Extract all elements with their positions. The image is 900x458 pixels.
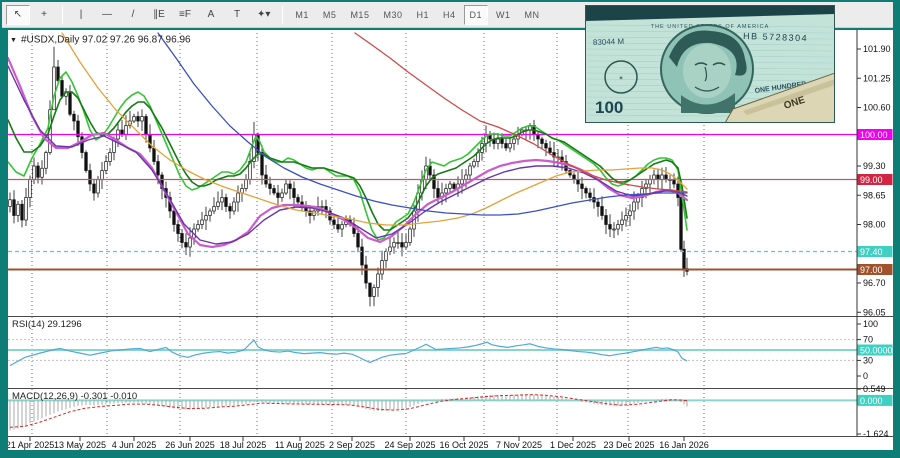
time-axis: 21 Apr 2025 13 May 2025 4 Jun 2025 26 Jun 2… — [8, 436, 709, 450]
timeframe-m1-button[interactable]: M1 — [295, 9, 309, 20]
price-axis: 101.90 101.25 100.60 99.30 98.65 98.00 96.70 96… — [857, 44, 893, 317]
date-label: 13 May 2025 — [54, 440, 106, 450]
price-chart[interactable]: RSI(14) 29.1296 MACD(12,26,9) -0.301 -0.0… — [8, 30, 893, 450]
price-tick-label: 101.25 — [863, 73, 891, 83]
bill-denomination-text: 100 — [595, 98, 623, 117]
symbol-dropdown-icon[interactable]: ▼ — [10, 37, 17, 44]
date-label: 23 Dec 2025 — [603, 440, 654, 450]
price-highlight-label: 100.00 — [860, 130, 888, 140]
price-highlight-label: 0.000 — [860, 396, 883, 406]
price-tick-label: 96.70 — [863, 278, 886, 288]
price-tick-label: 100.60 — [863, 103, 891, 113]
bill-serial-number: HB 5728304 — [743, 31, 808, 43]
date-label: 16 Jan 2026 — [659, 440, 709, 450]
chart-area[interactable]: RSI(14) 29.1296 MACD(12,26,9) -0.301 -0.0… — [8, 30, 893, 450]
svg-text:70: 70 — [863, 335, 873, 345]
date-label: 2 Sep 2025 — [329, 440, 375, 450]
date-label: 11 Aug 2025 — [275, 440, 325, 450]
indicator-axis: 100 70 30 0 50.0000 0.549 -1.624 0.000 — [857, 319, 893, 439]
macd-panel: MACD(12,26,9) -0.301 -0.010 — [8, 391, 857, 431]
price-tick-label: 101.90 — [863, 44, 891, 54]
svg-text:0.549: 0.549 — [863, 384, 886, 394]
fibonacci-tool-button[interactable]: ≡F — [179, 9, 191, 20]
rsi-line — [9, 339, 688, 367]
timeframe-d1-button[interactable]: D1 — [463, 4, 489, 25]
ma-blue — [157, 32, 688, 216]
svg-text:30: 30 — [863, 355, 873, 365]
symbol-ohlc-title: #USDX,Daily 97.02 97.26 96.87 96.96 — [21, 35, 191, 46]
price-tick-label: 98.65 — [863, 190, 886, 200]
crosshair-tool-button[interactable]: + — [41, 9, 47, 20]
toolbar-divider — [62, 5, 63, 24]
date-label: 26 Jun 2025 — [165, 440, 215, 450]
timeframe-m5-button[interactable]: M5 — [322, 9, 337, 20]
shapes-tool-button[interactable]: ✦▾ — [257, 9, 271, 20]
price-highlight-label: 97.00 — [860, 265, 883, 275]
svg-text:✶: ✶ — [618, 75, 623, 82]
panel-separators — [8, 30, 893, 437]
arrow-tool-button[interactable]: A — [207, 9, 215, 20]
svg-text:100: 100 — [863, 319, 878, 329]
ma-slow-green — [8, 91, 688, 231]
date-label: 4 Jun 2025 — [112, 440, 157, 450]
trendline-tool-button[interactable]: / — [131, 9, 135, 20]
ma-fast-lime — [8, 71, 688, 241]
price-tick-label: 98.00 — [863, 220, 886, 230]
date-label: 7 Nov 2025 — [496, 440, 542, 450]
date-label: 21 Apr 2025 — [8, 440, 54, 450]
vertical-line-tool-button[interactable]: | — [79, 9, 83, 20]
equidistant-channel-tool-button[interactable]: ∥E — [153, 9, 165, 20]
price-highlight-label: 99.00 — [860, 175, 883, 185]
horizontal-level-lines[interactable] — [8, 133, 857, 271]
macd-signal-line — [9, 394, 688, 428]
timeframe-m15-button[interactable]: M15 — [350, 9, 370, 20]
date-label: 1 Dec 2025 — [550, 440, 596, 450]
horizontal-line-tool-button[interactable]: — — [102, 9, 112, 20]
bill-serial-left: 83044 M — [593, 37, 625, 47]
toolbar-divider — [282, 5, 284, 24]
candles-layer[interactable] — [8, 46, 689, 307]
price-tick-label: 99.30 — [863, 161, 886, 171]
ma-gold — [61, 32, 688, 226]
price-tick-label: 96.05 — [863, 307, 886, 317]
ma-lines-layer — [8, 32, 689, 249]
rsi-panel: RSI(14) 29.1296 — [8, 319, 857, 367]
date-label: 18 Jul 2025 — [220, 440, 267, 450]
date-label: 16 Oct 2025 — [439, 440, 488, 450]
price-highlight-label: 50.0000 — [860, 346, 893, 356]
timeframe-w1-button[interactable]: W1 — [496, 9, 511, 20]
svg-text:0: 0 — [863, 371, 868, 381]
timeframe-m30-button[interactable]: M30 — [383, 9, 403, 20]
ma-purple — [8, 65, 688, 245]
svg-text:-1.624: -1.624 — [863, 429, 889, 439]
macd-label: MACD(12,26,9) -0.301 -0.010 — [12, 391, 137, 402]
rsi-label: RSI(14) 29.1296 — [12, 319, 82, 330]
ma-red — [354, 32, 688, 193]
timeframe-h4-button[interactable]: H4 — [442, 9, 456, 20]
timeframe-mn-button[interactable]: MN — [524, 9, 540, 20]
text-label-tool-button[interactable]: T — [233, 9, 241, 20]
timeframe-h1-button[interactable]: H1 — [416, 9, 429, 20]
date-label: 24 Sep 2025 — [384, 440, 435, 450]
chart-title[interactable]: ▼ #USDX,Daily 97.02 97.26 96.87 96.96 — [10, 35, 191, 46]
macd-histogram — [9, 394, 688, 431]
price-highlight-label: 97.40 — [860, 247, 883, 257]
cursor-tool-button[interactable]: ↖ — [6, 4, 30, 25]
